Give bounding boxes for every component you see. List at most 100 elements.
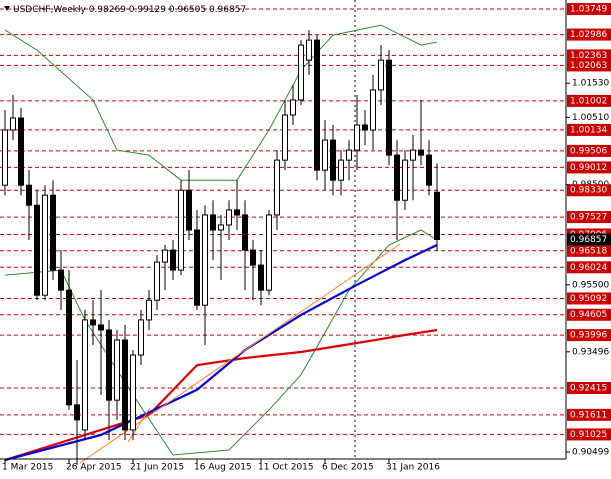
candle-body [290,99,296,116]
candle-body [202,214,208,306]
candle-body [74,404,80,421]
candle-body [122,339,128,431]
collapse-icon [4,6,10,11]
level-label-box [567,28,611,41]
level-label: 0.96024 [570,263,607,273]
y-tick-label: 0.95500 [572,280,609,290]
candle-body [114,339,120,401]
open-value: 0.98269 [89,5,126,15]
y-tick-label: 0.90499 [572,448,609,458]
candle-body [386,59,392,156]
level-label: 0.91611 [570,410,607,420]
x-tick-label: 1 Mar 2015 [2,463,53,473]
candle-body [130,354,136,431]
level-label: 1.02986 [570,30,607,40]
chart-header: USDCHF,Weekly 0.98269 0.99129 0.96505 0.… [13,5,246,15]
candle-body [434,191,440,240]
level-label-box [567,261,611,274]
candle-body [298,44,304,101]
indicators [4,24,438,462]
level-label: 0.99012 [570,163,607,173]
x-tick-label: 16 Aug 2015 [194,463,252,473]
candle-body [106,329,112,401]
level-label-box [567,381,611,394]
candle-body [322,139,328,171]
y-tick-label: 0.93496 [572,347,609,357]
indicator-line [4,244,438,462]
y-tick-label: 1.00510 [572,113,609,123]
level-label-box [567,123,611,136]
symbol: USDCHF,Weekly [13,5,86,15]
candle-body [242,214,248,251]
current-price-label: 0.96857 [570,235,607,245]
level-label: 0.95092 [570,294,607,304]
candle-body [346,149,352,161]
candle-body [2,129,8,186]
candle-body [250,249,256,266]
candle-body [50,194,56,271]
current-price-box [567,233,611,246]
candle-body [282,114,288,161]
candle-body [338,159,344,181]
x-tick-label: 21 Jun 2015 [130,463,184,473]
candle-body [234,209,240,216]
level-label-box [567,244,611,257]
y-tick-label: 1.01530 [572,79,609,89]
candle-body [186,189,192,231]
x-tick-label: 6 Dec 2015 [322,463,374,473]
level-label: 1.03749 [570,5,607,15]
level-label: 0.92415 [570,383,607,393]
level-label: 1.01002 [570,96,607,106]
candle-body [426,154,432,186]
indicator-line [4,229,438,456]
level-label-box [567,161,611,174]
candle-body [330,139,336,181]
candle-body [90,319,96,326]
axis-labels: 1.015301.005100.985000.955000.934960.904… [2,3,611,473]
candle-body [362,124,368,131]
level-label-box [567,211,611,224]
candle-body [138,319,144,356]
level-label-box [567,308,611,321]
candle-body [42,194,48,296]
high-value: 0.99129 [129,5,166,15]
candle-body [314,39,320,171]
candle-body [98,324,104,331]
candle-body [34,204,40,296]
close-value: 0.96857 [209,5,246,15]
level-label-box [567,292,611,305]
level-label-box [567,94,611,107]
level-label-box [567,144,611,157]
x-tick-label: 26 Apr 2015 [66,463,122,473]
candle-body [410,149,416,161]
level-label-box [567,49,611,62]
level-label: 0.94605 [570,310,607,320]
level-label: 1.02363 [570,51,607,61]
level-label: 1.02063 [570,61,607,71]
candles [2,30,440,466]
level-label-box [567,184,611,197]
levels [0,8,566,435]
indicator-line [4,328,438,462]
level-label-box [567,428,611,441]
low-value: 0.96505 [169,5,206,15]
candle-body [354,124,360,151]
candle-body [26,184,32,206]
level-label: 0.93996 [570,331,607,341]
candle-body [194,229,200,306]
candle-body [402,159,408,201]
candle-body [370,89,376,131]
level-label-box [567,59,611,72]
level-label: 0.96518 [570,246,607,256]
level-label-box [567,3,611,16]
candle-body [274,159,280,216]
candle-body [58,269,64,291]
trend-line [127,407,151,443]
candle-body [170,249,176,271]
x-tick-label: 11 Oct 2015 [258,463,314,473]
level-label-box [567,329,611,342]
candle-body [266,214,272,291]
candle-body [218,224,224,231]
level-label: 1.00134 [570,125,607,135]
